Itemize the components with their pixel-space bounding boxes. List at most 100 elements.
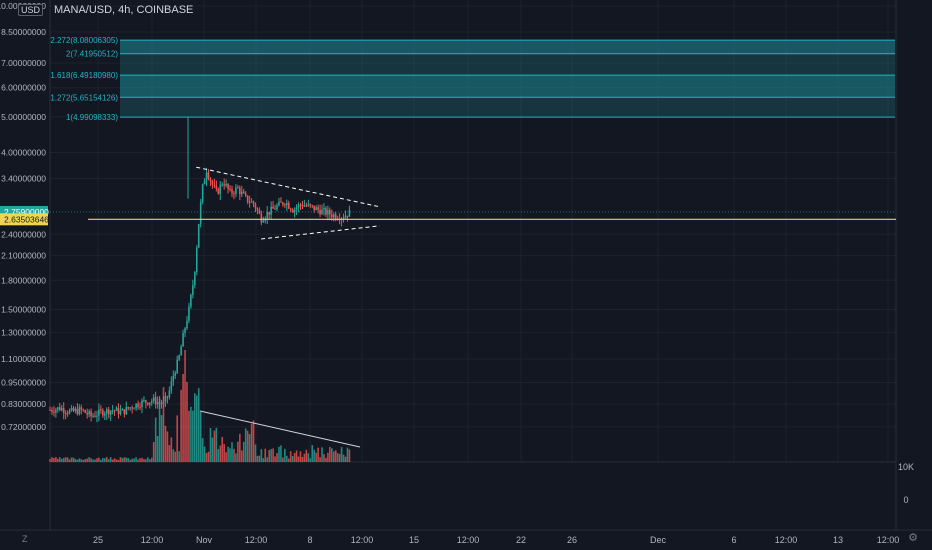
candle-body (162, 401, 165, 405)
volume-bar (113, 458, 116, 462)
candle-body (96, 415, 98, 417)
triangle-upper-trendline (196, 166, 380, 208)
candle-body (111, 410, 114, 412)
price-tick-label: 1.50000000 (1, 304, 46, 314)
candle-body (84, 410, 87, 413)
candle-body (57, 407, 59, 410)
volume-bar (147, 457, 149, 462)
price-tick-label: 7.00000000 (1, 58, 46, 68)
time-tick-label: 12:00 (457, 535, 480, 545)
candle-body (143, 400, 145, 402)
candle-body (88, 411, 90, 415)
volume-bar (219, 445, 222, 462)
candle-body (217, 188, 220, 194)
candle-body (303, 205, 306, 207)
volume-bar (74, 459, 77, 462)
fib-band (120, 40, 895, 54)
chart-title: MANA/USD, 4h, COINBASE (54, 4, 194, 16)
volume-bar (284, 448, 286, 462)
candle-body (215, 185, 218, 189)
volume-bar (53, 458, 55, 462)
volume-bar (156, 435, 159, 462)
volume-bar (135, 457, 137, 462)
currency-badge[interactable]: USD (18, 4, 44, 16)
candle-body (311, 205, 314, 207)
fib-band (120, 53, 895, 76)
drawing-annotations[interactable] (50, 166, 896, 448)
volume-bar (254, 444, 257, 462)
volume-bar (321, 447, 323, 462)
volume-bar (334, 450, 337, 462)
volume-bar (272, 448, 274, 462)
volume-bar (90, 458, 92, 462)
volume-bar (94, 459, 96, 462)
candle-body (235, 187, 237, 194)
volume-bar (80, 459, 83, 462)
volume-bar (237, 441, 239, 462)
volume-bar (141, 457, 143, 462)
candle-body (260, 213, 263, 223)
candle-body (190, 294, 192, 307)
volume-bar (92, 459, 94, 462)
time-axis[interactable]: 25 12:00 Nov 12:00 8 12:00 15 12:00 22 26 Dec 6 12:0… (0, 529, 932, 545)
volume-bar (186, 382, 188, 462)
volume-bar (170, 437, 173, 462)
candle-body (178, 355, 180, 360)
candle-body (258, 210, 261, 214)
candle-body (170, 381, 173, 391)
volume-bar (274, 456, 276, 462)
volume-bar (168, 445, 171, 462)
z-icon[interactable]: Z (22, 534, 28, 544)
volume-bar (295, 450, 298, 462)
candle-body (233, 193, 235, 195)
candle-body (248, 201, 251, 203)
volume-bar (86, 458, 88, 462)
candle-body (211, 181, 214, 185)
candle-body (107, 409, 110, 415)
time-tick-label: Dec (650, 535, 667, 545)
volume-bar (111, 459, 114, 462)
volume-bar (332, 451, 335, 462)
candle-body (291, 210, 294, 213)
time-tick-label: 26 (567, 535, 577, 545)
candle-body (135, 403, 137, 409)
candle-body (192, 285, 194, 295)
candle-body (139, 407, 141, 409)
candle-body (53, 411, 55, 413)
price-tick-label: 3.40000000 (1, 174, 46, 184)
volume-bar (344, 456, 347, 462)
volume-bar (211, 437, 214, 462)
volume-bar (160, 415, 163, 462)
candle-body (317, 207, 319, 210)
volume-bar (137, 459, 139, 462)
price-axis[interactable]: 0.72000000 0.83000000 0.95000000 1.10000000… (0, 1, 49, 432)
time-tick-label: 15 (409, 535, 419, 545)
price-tick-label: 8.50000000 (1, 27, 46, 37)
candle-body (225, 183, 227, 186)
fibonacci-extension[interactable]: 2.272(8.08006305) 2(7.41950512) 1.618(6.49… (50, 36, 895, 122)
volume-bar (60, 458, 63, 462)
volume-tick-label: 10K (898, 462, 914, 472)
candle-body (307, 204, 310, 206)
candle-body (334, 214, 337, 219)
volume-bar (58, 457, 61, 462)
candle-body (301, 204, 304, 207)
volume-bar (207, 451, 210, 462)
time-tick-label: 12:00 (775, 535, 798, 545)
volume-bar (336, 453, 339, 462)
price-tick-label: 0.95000000 (1, 377, 46, 387)
volume-bar (229, 448, 231, 462)
candle-body (270, 206, 272, 215)
volume-bar (66, 457, 69, 462)
candle-body (188, 306, 190, 321)
candle-body (158, 402, 161, 404)
settings-gear-icon[interactable]: ⚙ (908, 532, 918, 544)
candle-body (278, 201, 280, 206)
volume-bar (221, 436, 224, 462)
volume-bar (119, 457, 122, 462)
volume-bar (242, 441, 245, 462)
volume-bar (266, 457, 269, 462)
candle-body (219, 184, 222, 194)
candle-body (297, 204, 300, 208)
